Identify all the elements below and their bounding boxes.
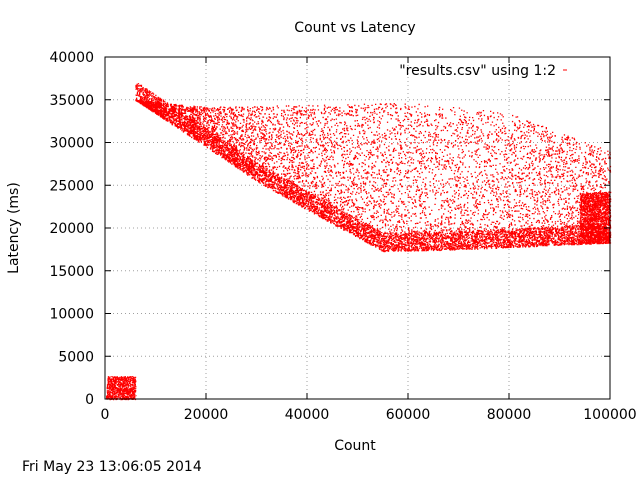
scatter-point-origin <box>106 395 110 399</box>
footer-timestamp: Fri May 23 13:06:05 2014 <box>22 459 202 475</box>
legend: "results.csv" using 1:2 <box>399 63 567 79</box>
x-tick-label: 20000 <box>184 407 229 423</box>
scatter-cluster-main <box>135 83 612 253</box>
x-tick-label: 100000 <box>583 407 636 423</box>
y-tick-label: 40000 <box>49 50 94 66</box>
x-tick-label: 80000 <box>487 407 532 423</box>
y-tick-label: 15000 <box>49 264 94 280</box>
ticks: 0 20000 40000 60000 80000 100000 0 5000 10000 150… <box>49 50 636 423</box>
scatter-cluster-initial <box>106 376 137 401</box>
x-tick-label: 60000 <box>386 407 431 423</box>
y-tick-label: 30000 <box>49 136 94 152</box>
scatter-points <box>106 83 612 401</box>
y-tick-label: 25000 <box>49 178 94 194</box>
y-axis-label: Latency (ms) <box>6 182 22 274</box>
legend-label: "results.csv" using 1:2 <box>399 63 556 79</box>
x-tick-label: 0 <box>101 407 110 423</box>
y-tick-label: 5000 <box>58 349 94 365</box>
y-tick-label: 35000 <box>49 93 94 109</box>
chart-title: Count vs Latency <box>294 20 415 36</box>
x-tick-label: 40000 <box>285 407 330 423</box>
x-axis-label: Count <box>334 438 376 454</box>
y-tick-label: 20000 <box>49 221 94 237</box>
y-tick-label: 0 <box>85 392 94 408</box>
y-tick-label: 10000 <box>49 307 94 323</box>
